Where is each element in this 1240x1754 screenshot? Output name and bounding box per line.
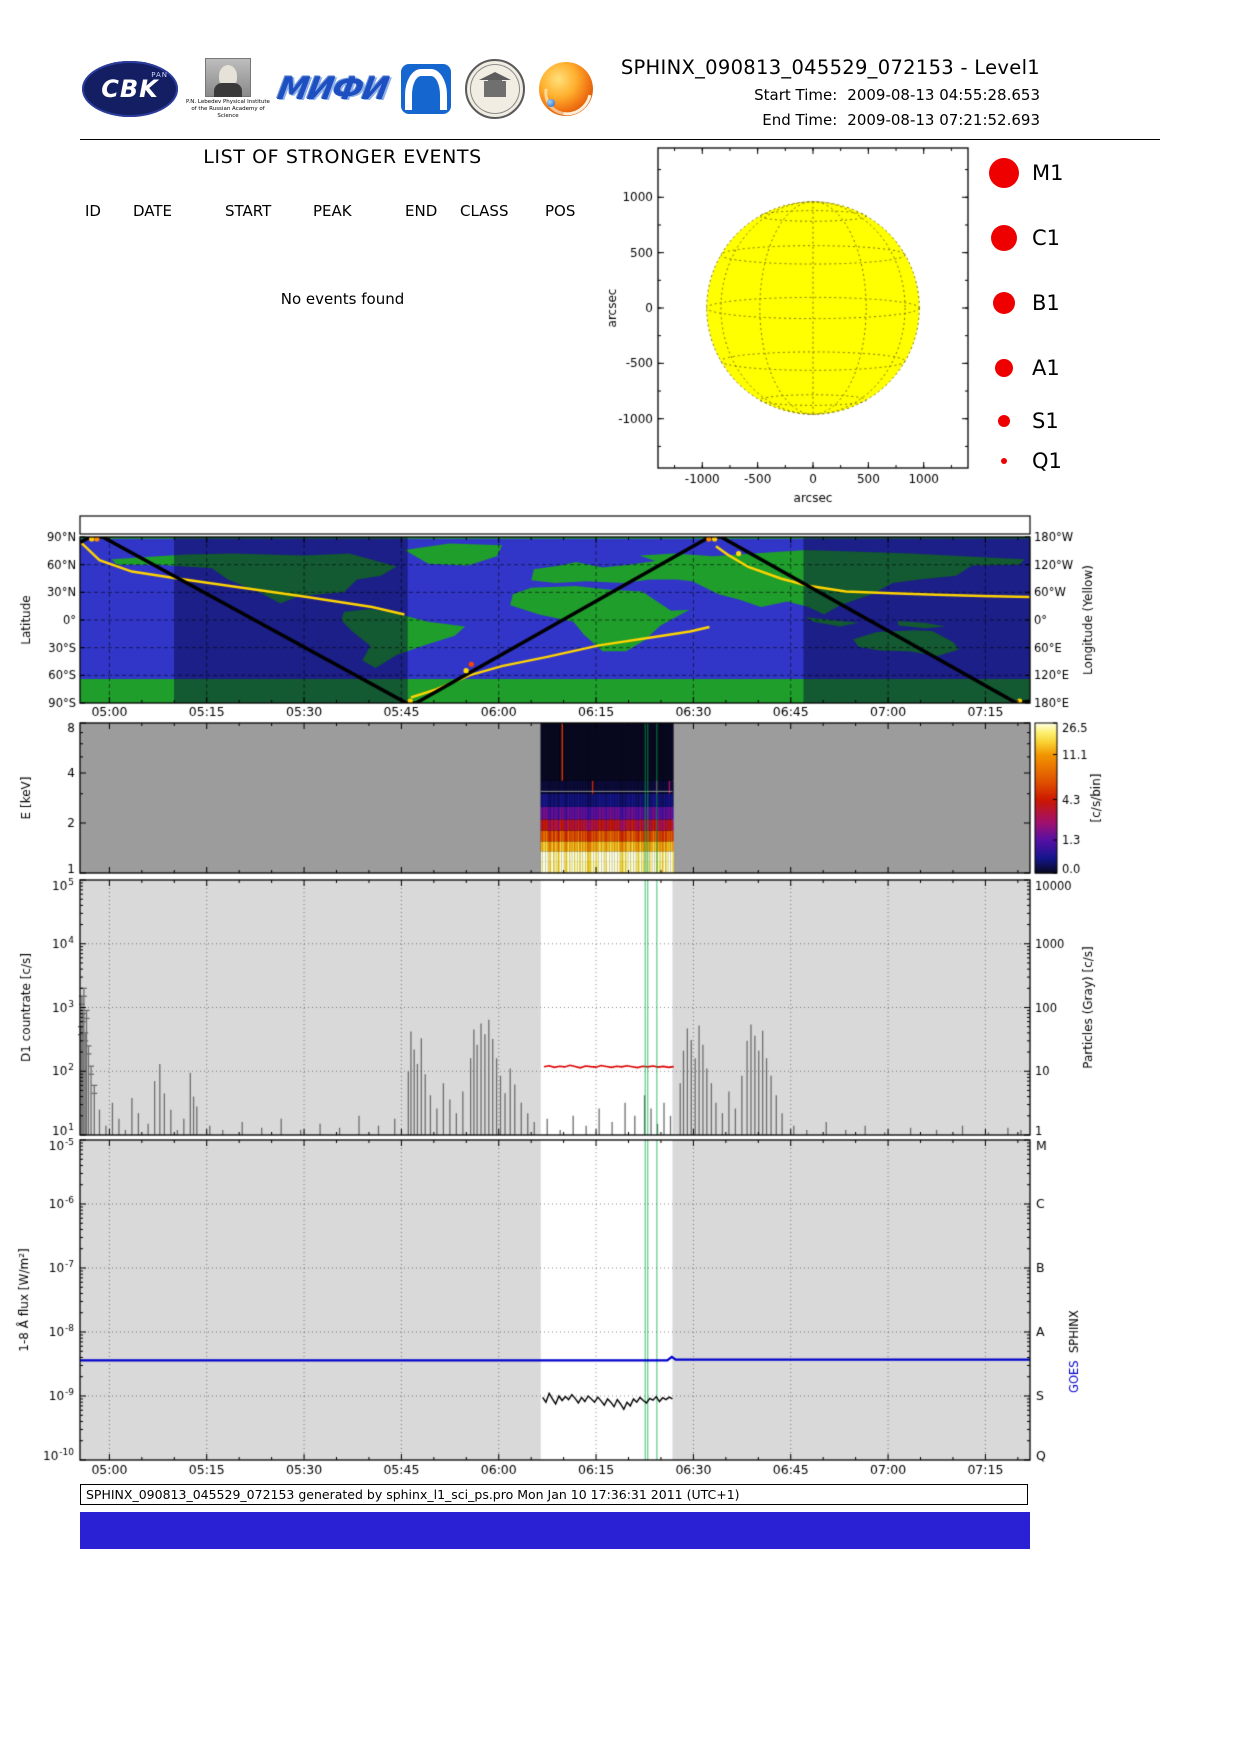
flare-dot-q1-icon	[1001, 458, 1007, 464]
col-pos: POS	[545, 202, 576, 220]
mephi-logo: МИФИ	[274, 71, 391, 107]
col-start: START	[225, 202, 272, 220]
legend-item-q1: Q1	[986, 443, 1062, 479]
end-time-row: End Time: 2009-08-13 07:21:52.693	[621, 111, 1040, 129]
solar-disk-plot	[600, 140, 1060, 510]
flare-label-q1: Q1	[1032, 449, 1062, 473]
sun-swirl-icon	[539, 62, 594, 116]
earth-dot-icon	[547, 99, 556, 107]
end-time-label: End Time:	[762, 111, 838, 129]
col-date: DATE	[133, 202, 173, 220]
flare-label-c1: C1	[1032, 226, 1061, 250]
legend-item-a1: A1	[986, 350, 1060, 386]
end-time-value: 2009-08-13 07:21:52.693	[847, 111, 1040, 129]
flare-label-m1: M1	[1032, 161, 1064, 185]
seal-building-icon	[479, 72, 512, 97]
sun-mission-logo	[539, 62, 594, 116]
flare-class-legend: M1 C1 B1 A1 S1 Q1	[986, 152, 1106, 482]
lebedev-portrait-icon	[205, 58, 251, 98]
page-title: SPHINX_090813_045529_072153 - Level1	[620, 56, 1040, 79]
start-time-label: Start Time:	[754, 86, 838, 104]
start-time-value: 2009-08-13 04:55:28.653	[847, 86, 1040, 104]
legend-item-s1: S1	[986, 403, 1059, 439]
flare-dot-c1-icon	[991, 225, 1017, 251]
ground-track-map	[0, 505, 1240, 720]
flare-label-s1: S1	[1032, 409, 1059, 433]
header-title-block: SPHINX_090813_045529_072153 - Level1 Sta…	[621, 56, 1040, 129]
flare-dot-b1-icon	[993, 292, 1015, 314]
col-id: ID	[85, 202, 101, 220]
arch-icon	[405, 69, 448, 110]
flux-panel	[0, 1138, 1240, 1483]
cbk-logo-subtext: PAN	[151, 71, 168, 79]
flare-label-a1: A1	[1032, 356, 1060, 380]
countrate-panel	[0, 876, 1240, 1138]
arch-logo	[401, 64, 452, 114]
flare-label-b1: B1	[1032, 291, 1060, 315]
cbk-pan-logo: CBK PAN	[82, 61, 178, 117]
university-seal-logo	[465, 59, 526, 119]
bottom-blue-bar	[80, 1512, 1030, 1549]
lebedev-institute-logo: P.N. Lebedev Physical Institute of the R…	[186, 58, 270, 120]
flare-dot-s1-icon	[998, 415, 1010, 427]
start-time-row: Start Time: 2009-08-13 04:55:28.653	[621, 86, 1040, 104]
flare-dot-m1-icon	[989, 158, 1019, 188]
legend-item-c1: C1	[986, 220, 1060, 256]
legend-item-m1: M1	[986, 155, 1063, 191]
events-heading: LIST OF STRONGER EVENTS	[203, 146, 482, 168]
generation-footer: SPHINX_090813_045529_072153 generated by…	[80, 1484, 1028, 1505]
header-divider	[80, 139, 1160, 140]
no-events-message: No events found	[280, 290, 405, 308]
legend-item-b1: B1	[986, 285, 1060, 321]
cbk-logo-text: CBK	[101, 75, 159, 103]
col-end: END	[405, 202, 438, 220]
lebedev-caption: P.N. Lebedev Physical Institute of the R…	[186, 99, 270, 120]
spectrogram-panel	[0, 718, 1240, 878]
flare-dot-a1-icon	[995, 359, 1013, 377]
col-peak: PEAK	[313, 202, 352, 220]
logo-row: CBK PAN P.N. Lebedev Physical Institute …	[82, 58, 594, 120]
col-class: CLASS	[460, 202, 509, 220]
